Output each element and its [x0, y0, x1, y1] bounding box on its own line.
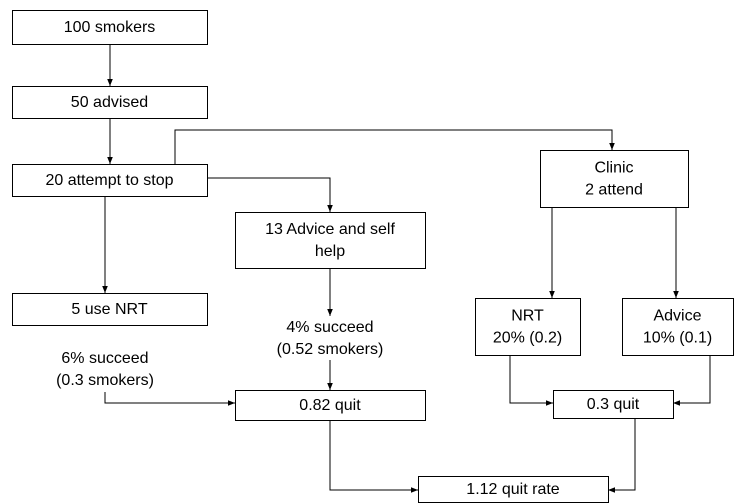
edges: [102, 44, 711, 493]
node-box: [553, 390, 674, 419]
node-box: [622, 298, 734, 356]
node-label: 10% (0.1): [643, 330, 712, 347]
node-label: 20% (0.2): [493, 330, 562, 347]
node-box: [540, 150, 689, 208]
node-label: 50 advised: [71, 94, 148, 111]
node-box: [12, 86, 208, 119]
node-label: 0.82 quit: [299, 397, 361, 414]
node-box: [12, 164, 208, 197]
node-label: (0.3 smokers): [56, 372, 154, 389]
node-label: 6% succeed: [61, 350, 148, 367]
node-label: 1.12 quit rate: [466, 481, 560, 498]
edge: [329, 420, 418, 493]
node-label: 100 smokers: [64, 19, 156, 36]
node-label: 20 attempt to stop: [45, 172, 173, 189]
node-label: 5 use NRT: [71, 301, 147, 318]
edge: [509, 355, 553, 406]
node-label: help: [315, 243, 345, 260]
edge: [608, 418, 636, 493]
node-label: NRT: [511, 308, 544, 325]
node-label: 4% succeed: [286, 319, 373, 336]
node-label: 0.3 quit: [587, 396, 640, 413]
node-label: Clinic: [594, 160, 633, 177]
edge: [207, 177, 333, 212]
node-label: (0.52 smokers): [277, 341, 384, 358]
node-box: [418, 476, 609, 503]
edge: [174, 129, 615, 164]
edge: [104, 392, 235, 406]
node-label: 13 Advice and self: [265, 221, 395, 238]
node-box: [12, 10, 208, 45]
edge: [673, 355, 711, 406]
node-box: [12, 293, 208, 326]
node-label: Advice: [653, 308, 701, 325]
node-box: [475, 298, 581, 356]
node-box: [235, 212, 426, 269]
node-box: [235, 390, 426, 421]
node-label: 2 attend: [585, 182, 643, 199]
